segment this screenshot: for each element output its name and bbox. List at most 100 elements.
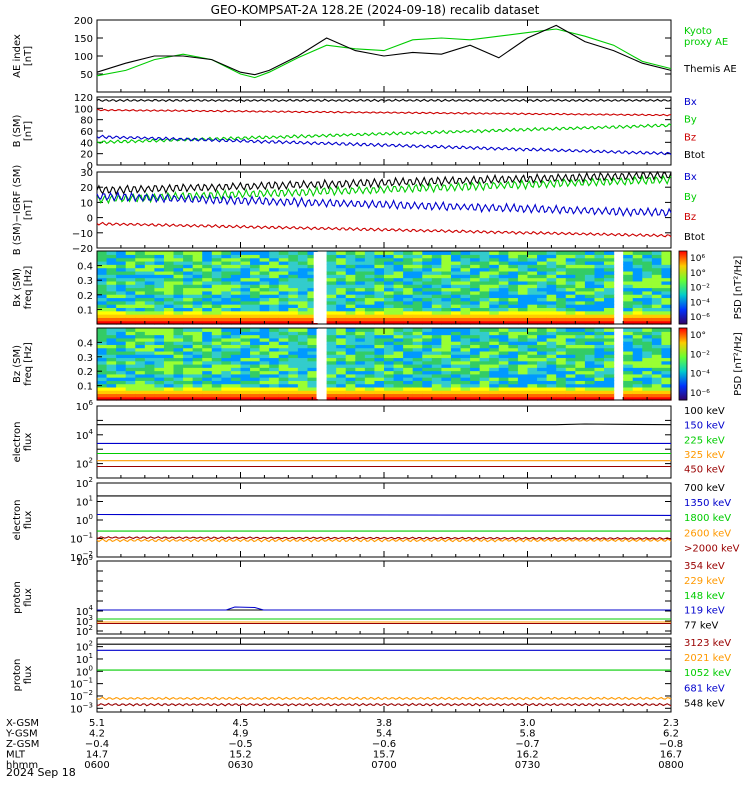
spectrogram-cell <box>307 377 318 381</box>
spectrogram-cell <box>584 300 596 305</box>
spectrogram-cell <box>221 310 232 315</box>
spectrogram-cell <box>651 287 663 292</box>
spectrogram-cell <box>604 314 615 318</box>
spectrogram-cell <box>144 274 155 279</box>
y-tick-label: 30 <box>80 168 93 179</box>
spectrogram-cell <box>575 290 586 295</box>
spectrogram-cell <box>202 314 213 318</box>
spectrogram-cell <box>556 307 567 312</box>
spectrogram-cell <box>460 367 471 372</box>
spectrogram-cell <box>651 364 663 368</box>
spectrogram-cell <box>297 364 309 368</box>
spectrogram-cell <box>556 270 567 275</box>
spectrogram-cell <box>240 267 251 272</box>
spectrogram-cell <box>269 267 280 272</box>
spectrogram-cell <box>661 331 672 336</box>
spectrogram-cell <box>556 331 567 336</box>
spectrogram-cell <box>661 260 672 265</box>
spectrogram-cell <box>508 304 519 309</box>
spectrogram-cell <box>403 307 414 312</box>
spectrogram-cell <box>450 370 462 375</box>
spectrogram-cell <box>441 260 452 265</box>
spectrogram-cell <box>355 264 366 269</box>
spectrogram-cell <box>173 373 184 378</box>
spectrogram-cell <box>202 393 213 398</box>
spectrogram-cell <box>470 328 481 332</box>
spectrogram-cell <box>125 274 136 279</box>
spectrogram-cell <box>651 334 663 339</box>
spectrogram-cell <box>498 304 509 309</box>
spectrogram-cell <box>632 297 643 302</box>
spectrogram-cell <box>163 373 175 378</box>
spectrogram-cell <box>489 304 500 309</box>
spectrogram-cell <box>546 254 557 259</box>
spectrogram-cell <box>163 284 175 289</box>
spectrogram-cell <box>623 383 634 388</box>
spectrogram-cell <box>374 380 385 385</box>
spectrogram-cell <box>336 347 347 352</box>
spectrogram-cell <box>422 317 433 322</box>
spectrogram-cell <box>259 254 270 259</box>
spectrogram-cell <box>575 317 586 322</box>
spectrogram-cell <box>441 390 452 395</box>
spectrogram-cell <box>202 294 213 299</box>
spectrogram-cell <box>154 393 165 398</box>
spectrogram-cell <box>355 280 366 285</box>
spectrogram-cell <box>326 396 337 401</box>
spectrogram-cell <box>230 328 242 332</box>
legend-entry: 1052 keV <box>684 668 731 679</box>
spectrogram-cell <box>527 254 538 259</box>
spectrogram-cell <box>336 360 347 365</box>
series-by <box>96 123 672 144</box>
spectrogram-cell <box>326 364 337 368</box>
spectrogram-cell <box>393 260 404 265</box>
spectrogram-cell <box>125 260 136 265</box>
y-tick-label: 10−2 <box>70 689 93 703</box>
spectrogram-cell <box>594 294 605 299</box>
spectrogram-cell <box>135 284 146 289</box>
spectrogram-cell <box>489 270 500 275</box>
spectrogram-cell <box>364 354 376 359</box>
spectrogram-cell <box>355 337 366 342</box>
spectrogram-cell <box>154 294 165 299</box>
spectrogram-cell <box>623 290 634 295</box>
spectrogram-cell <box>384 310 395 315</box>
spectrogram-cell <box>527 290 538 295</box>
spectrogram-cell <box>441 300 452 305</box>
spectrogram-cell <box>422 254 433 259</box>
spectrogram-cell <box>517 264 529 269</box>
spectrogram-cell <box>307 314 318 318</box>
spectrogram-cell <box>460 357 471 362</box>
spectrogram-cell <box>364 390 376 395</box>
spectrogram-cell <box>221 320 232 325</box>
spectrogram-cell <box>431 396 442 401</box>
spectrogram-cell <box>642 304 653 309</box>
spectrogram-cell <box>278 280 289 285</box>
spectrogram-cell <box>393 284 404 289</box>
y-tick-label: 20 <box>80 150 93 161</box>
spectrogram-cell <box>537 270 548 275</box>
spectrogram-cell <box>441 393 452 398</box>
spectrogram-cell <box>441 304 452 309</box>
spectrogram-cell <box>135 331 146 336</box>
legend-entry: 3123 keV <box>684 638 731 649</box>
spectrogram-cell <box>651 350 663 355</box>
spectrogram-cell <box>97 373 108 378</box>
spectrogram-cell <box>116 350 127 355</box>
spectrogram-cell <box>192 396 203 401</box>
spectrogram-cell <box>403 347 414 352</box>
spectrogram-cell <box>575 267 586 272</box>
spectrogram-cell <box>489 320 500 325</box>
spectrogram-cell <box>250 380 261 385</box>
spectrogram-cell <box>144 317 155 322</box>
y-tick-label: 102 <box>76 476 93 490</box>
spectrogram-cell <box>364 360 376 365</box>
spectrogram-cell <box>307 341 318 345</box>
spectrogram-cell <box>135 290 146 295</box>
spectrogram-cell <box>221 386 232 391</box>
spectrogram-cell <box>384 386 395 391</box>
spectrogram-cell <box>259 328 270 332</box>
spectrogram-cell <box>489 357 500 362</box>
spectrogram-cell <box>240 328 251 332</box>
spectrogram-cell <box>106 396 117 401</box>
